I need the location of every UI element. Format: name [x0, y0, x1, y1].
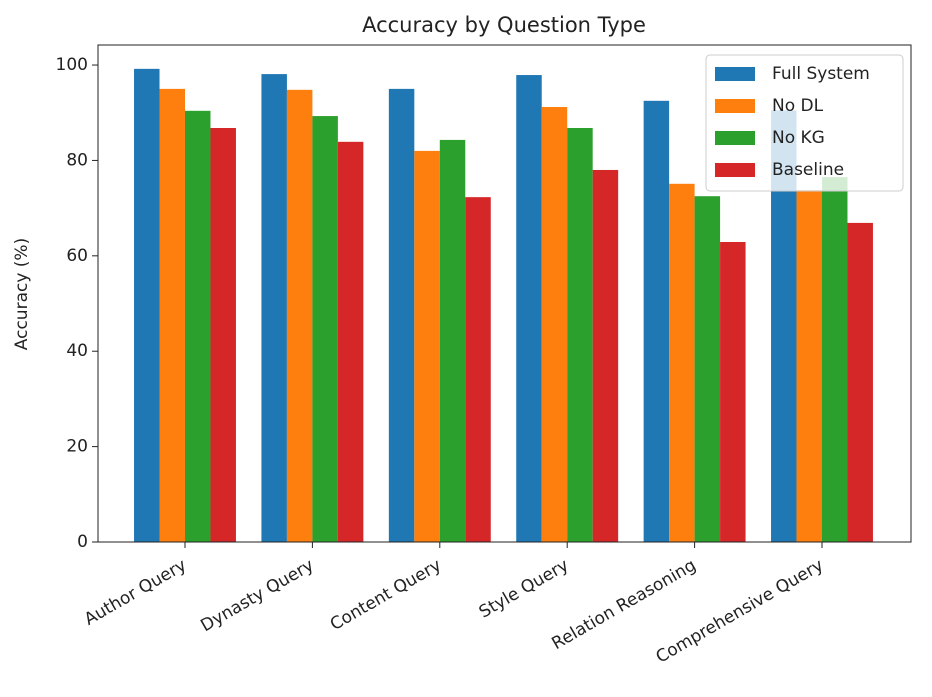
- bar: [439, 139, 466, 542]
- bar: [847, 222, 873, 543]
- bar: [822, 177, 848, 542]
- bar: [541, 107, 568, 542]
- legend-swatch: [715, 131, 755, 145]
- bar: [337, 141, 364, 542]
- x-tick-label: Author Query: [81, 555, 190, 629]
- legend-swatch: [715, 67, 755, 81]
- y-tick-label: 80: [66, 150, 88, 170]
- legend-swatch: [715, 163, 755, 177]
- y-axis-label: Accuracy (%): [12, 238, 32, 350]
- x-tick-label: Dynasty Query: [197, 555, 317, 636]
- bar: [465, 197, 491, 542]
- bar: [159, 88, 185, 543]
- bar: [720, 241, 746, 542]
- bar: [643, 100, 670, 543]
- bar: [286, 89, 313, 542]
- bar: [567, 127, 593, 543]
- bar: [134, 68, 160, 543]
- bar: [796, 189, 822, 542]
- bar: [592, 169, 619, 542]
- legend-swatch: [715, 99, 755, 113]
- x-tick-label: Content Query: [327, 555, 445, 635]
- legend-label: No KG: [772, 128, 825, 148]
- plot-frame: [97, 44, 912, 543]
- bar: [516, 75, 542, 542]
- y-tick-label: 60: [66, 246, 88, 266]
- bar: [185, 110, 211, 542]
- legend-box: [705, 54, 904, 192]
- y-tick-label: 20: [66, 437, 88, 457]
- bar: [312, 116, 338, 542]
- bar: [669, 183, 695, 543]
- bar: [414, 150, 440, 542]
- legend-label: Full System: [772, 64, 870, 84]
- y-tick-label: 40: [66, 341, 88, 361]
- x-tick-label: Style Query: [476, 555, 572, 622]
- bar: [210, 127, 236, 543]
- bar: [694, 196, 721, 542]
- bar: [261, 74, 287, 543]
- bar: [388, 88, 415, 543]
- y-tick-label: 0: [77, 532, 88, 552]
- y-tick-label: 100: [56, 55, 88, 75]
- legend-label: Baseline: [772, 160, 844, 180]
- chart-title: Accuracy by Question Type: [362, 13, 646, 37]
- legend-label: No DL: [772, 96, 824, 116]
